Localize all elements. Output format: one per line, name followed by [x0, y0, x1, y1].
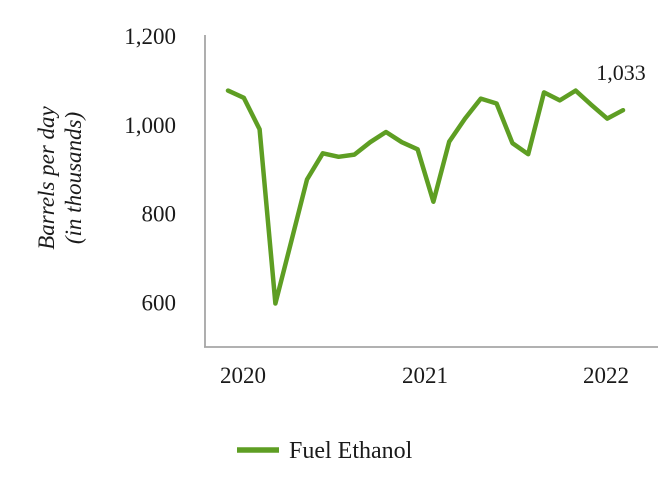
x-axis-tick-labels: 2020 2021 2022	[220, 363, 629, 388]
legend: Fuel Ethanol	[237, 438, 413, 464]
y-tick-label: 600	[142, 291, 177, 316]
y-tick-label: 800	[142, 202, 177, 227]
y-tick-label: 1,000	[124, 113, 176, 138]
x-tick-label: 2020	[220, 363, 266, 388]
y-axis-title-line2: (in thousands)	[61, 112, 86, 244]
y-axis-title-line1: Barrels per day	[34, 105, 59, 249]
x-tick-label: 2022	[583, 363, 629, 388]
fuel-ethanol-series-line	[225, 88, 626, 306]
y-axis-tick-labels: 600 800 1,000 1,200	[124, 24, 176, 316]
legend-label: Fuel Ethanol	[289, 438, 413, 464]
last-point-data-label: 1,033	[596, 60, 646, 85]
y-tick-label: 1,200	[124, 24, 176, 49]
x-tick-label: 2021	[402, 363, 448, 388]
